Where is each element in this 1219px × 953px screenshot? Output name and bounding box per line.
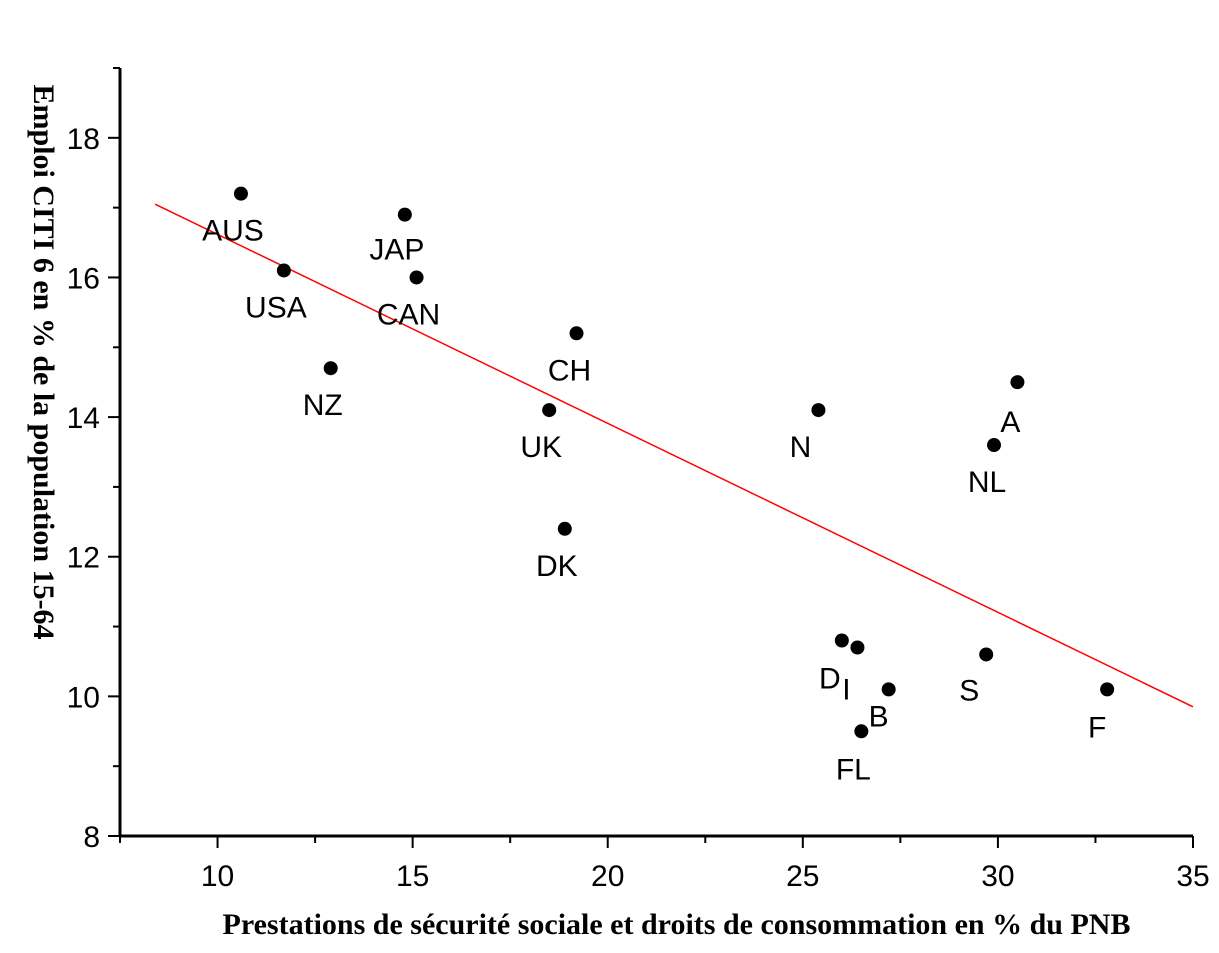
point-label: UK (520, 431, 562, 464)
x-tick-label: 15 (396, 860, 429, 893)
point-label: A (1000, 406, 1020, 439)
y-tick-label: 8 (83, 821, 100, 854)
point-label: FL (836, 753, 871, 786)
data-point (1010, 375, 1025, 390)
point-label: DK (536, 550, 578, 583)
y-tick-label: 14 (67, 402, 100, 435)
point-label: I (842, 673, 850, 706)
point-label: CAN (377, 298, 440, 331)
data-point (557, 521, 572, 536)
point-label: D (819, 663, 841, 696)
point-label: USA (245, 291, 307, 324)
y-tick-label: 16 (67, 262, 100, 295)
point-label: B (869, 700, 889, 733)
data-point (569, 326, 584, 341)
data-point (542, 403, 557, 418)
data-point (409, 270, 424, 285)
y-tick-label: 10 (67, 681, 100, 714)
point-label: S (959, 674, 979, 707)
data-point (881, 682, 896, 697)
point-label: N (790, 431, 812, 464)
x-tick-label: 10 (201, 860, 234, 893)
data-point (854, 724, 869, 739)
data-point (1100, 682, 1115, 697)
trendline-group (154, 203, 1194, 708)
y-axis-title: Emploi CITI 6 en % de la population 15-6… (27, 84, 60, 639)
points-group: AUS USA NZ JAP CAN CH UK DK N A NL D IB FL S F (202, 186, 1115, 786)
point-label: NL (968, 466, 1006, 499)
point-label: JAP (369, 234, 424, 267)
y-tick-label: 12 (67, 542, 100, 575)
x-tick-label: 20 (591, 860, 624, 893)
axes: 10 15 20 25 30 35 8 10 12 14 16 18 (67, 67, 1210, 893)
point-label: F (1088, 711, 1106, 744)
data-point (323, 361, 338, 376)
trendline (154, 203, 1194, 708)
data-point (233, 186, 248, 201)
data-point (834, 633, 849, 648)
x-tick-label: 25 (786, 860, 819, 893)
x-tick-label: 35 (1176, 860, 1209, 893)
data-point (811, 403, 826, 418)
data-point (979, 647, 994, 662)
data-point (397, 207, 412, 222)
point-label: CH (548, 354, 591, 387)
point-label: NZ (303, 389, 343, 422)
x-axis-title: Prestations de sécurité sociale et droit… (223, 908, 1131, 941)
x-tick-label: 30 (981, 860, 1014, 893)
data-point (987, 438, 1002, 453)
y-tick-label: 18 (67, 123, 100, 156)
data-point (276, 263, 291, 278)
data-point (850, 640, 865, 655)
point-label: AUS (202, 215, 264, 248)
